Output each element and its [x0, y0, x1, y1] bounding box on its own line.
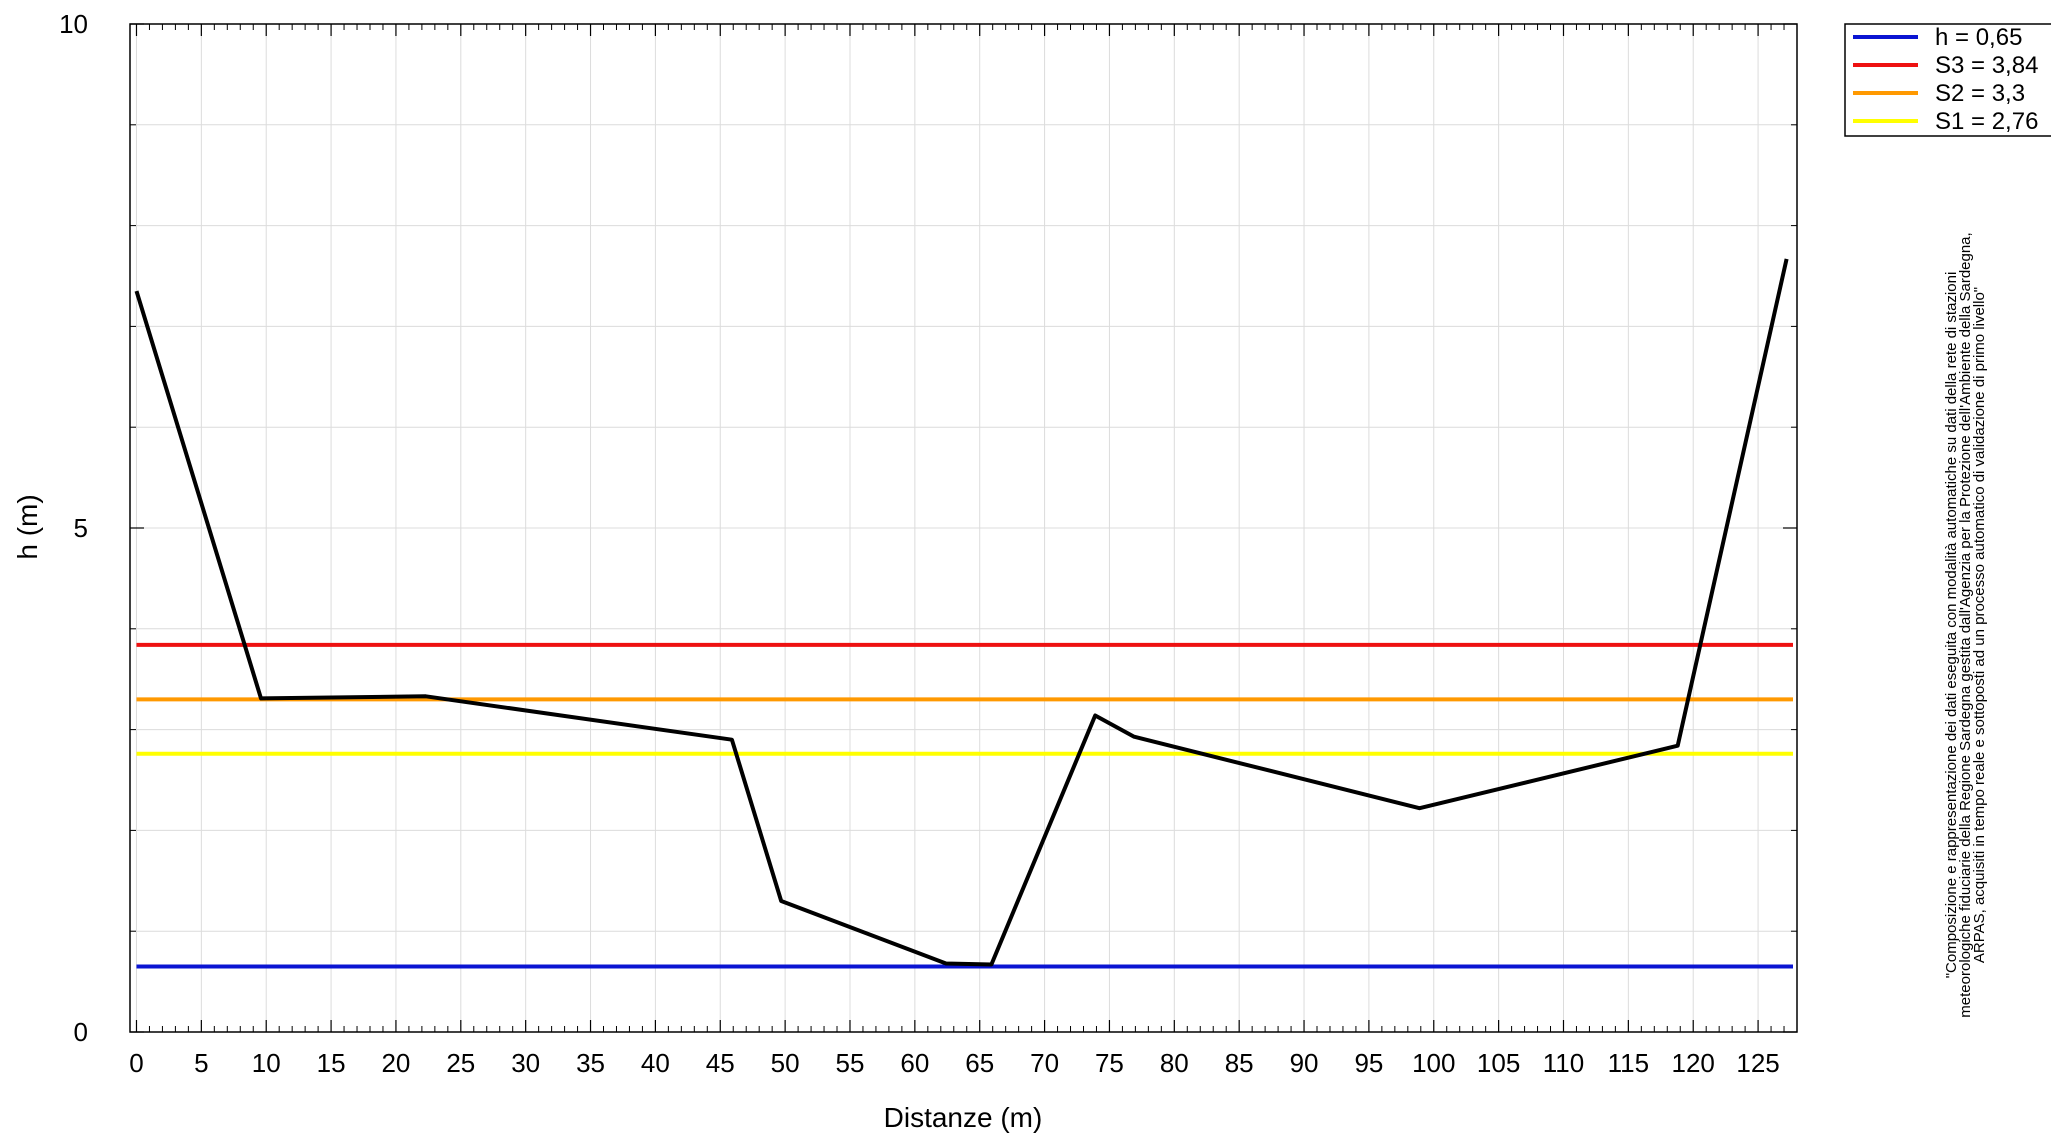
y-tick-label: 5 [74, 513, 88, 543]
legend-label: S2 = 3,3 [1935, 80, 2025, 107]
grid-lines [130, 24, 1797, 1032]
y-tick-label: 10 [59, 9, 88, 39]
x-tick-label: 5 [194, 1048, 208, 1078]
note-line: meteorologiche fiduciarie della Regione … [1957, 232, 1974, 1017]
reference-lines [136, 642, 1793, 969]
series-layer [134, 258, 1789, 967]
x-tick-label: 65 [965, 1048, 994, 1078]
note-line: ARPAS, acquisiti in tempo reale e sottop… [1971, 287, 1988, 963]
legend-label: S3 = 3,84 [1935, 52, 2038, 79]
x-tick-label: 60 [900, 1048, 929, 1078]
x-tick-label: 125 [1736, 1048, 1779, 1078]
x-tick-label: 115 [1608, 1048, 1649, 1078]
x-tick-label: 90 [1290, 1048, 1319, 1078]
x-tick-label: 45 [706, 1048, 735, 1078]
legend-box [1844, 23, 2051, 137]
x-tick-label: 30 [511, 1048, 540, 1078]
x-tick-label: 80 [1160, 1048, 1189, 1078]
x-tick-labels: 0 5 10 15 20 25 30 35 40 45 50 55 60 65 70 75 80 85 90 95 10… [129, 1048, 1780, 1078]
x-tick-label: 40 [641, 1048, 670, 1078]
note-line: "Composizione e rappresentazione dei dat… [1943, 272, 1960, 979]
legend-label: h = 0,65 [1935, 24, 2022, 51]
x-tick-label: 85 [1225, 1048, 1254, 1078]
y-tick-label: 0 [74, 1017, 88, 1047]
x-tick-label: 0 [129, 1048, 143, 1078]
x-tick-label: 75 [1095, 1048, 1124, 1078]
x-tick-label: 35 [576, 1048, 605, 1078]
legend-label: S1 = 2,76 [1935, 108, 2038, 135]
data-source-note: "Composizione e rappresentazione dei dat… [1943, 232, 1988, 1017]
x-tick-label: 50 [771, 1048, 800, 1078]
axis-ticks [130, 23, 1797, 1033]
x-tick-label: 25 [446, 1048, 475, 1078]
x-tick-label: 55 [836, 1048, 865, 1078]
y-tick-labels: 0 5 10 [59, 9, 88, 1047]
x-tick-label: 95 [1354, 1048, 1383, 1078]
y-axis-title: h (m) [12, 494, 43, 559]
x-tick-label: 120 [1672, 1048, 1715, 1078]
x-tick-label: 100 [1412, 1048, 1455, 1078]
x-tick-label: 15 [317, 1048, 346, 1078]
x-tick-label: 20 [381, 1048, 410, 1078]
x-axis-title: Distanze (m) [884, 1102, 1043, 1133]
cross-section-line [134, 258, 1789, 967]
x-tick-label: 105 [1477, 1048, 1520, 1078]
x-tick-label: 70 [1030, 1048, 1059, 1078]
x-tick-label: 10 [252, 1048, 281, 1078]
x-tick-label: 110 [1543, 1048, 1584, 1078]
